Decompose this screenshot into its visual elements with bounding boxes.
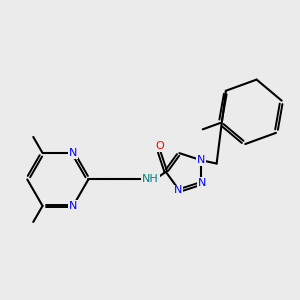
Text: N: N: [197, 155, 206, 165]
Text: N: N: [69, 201, 77, 211]
Text: NH: NH: [142, 175, 159, 184]
Text: N: N: [174, 185, 182, 196]
Text: O: O: [155, 141, 164, 151]
Text: N: N: [69, 148, 77, 158]
Text: N: N: [198, 178, 207, 188]
